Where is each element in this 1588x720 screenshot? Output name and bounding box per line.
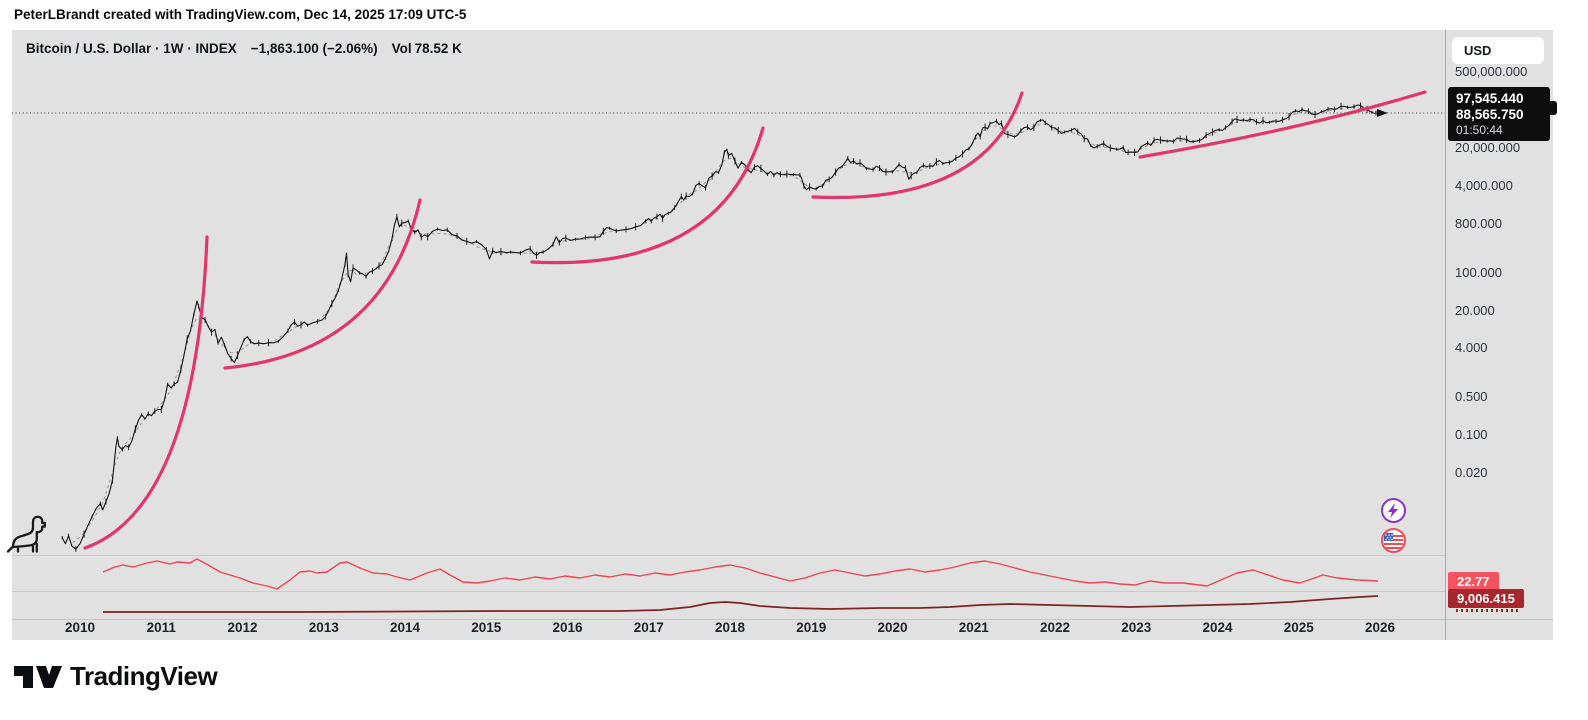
scale-tick-label: 20,000.000 — [1455, 140, 1521, 155]
year-label-2010: 2010 — [64, 620, 96, 635]
price-change: −1,863.100 (−2.06%) — [250, 41, 378, 56]
year-label-2012: 2012 — [227, 620, 258, 635]
scale-tick-label: 100.000 — [1455, 265, 1502, 280]
year-label-2024: 2024 — [1202, 620, 1233, 635]
scale-tick-label: 800.000 — [1455, 216, 1502, 231]
year-label-2019: 2019 — [796, 620, 827, 635]
scale-tick-label: 20.000 — [1455, 303, 1495, 318]
scale-tick-label: 0.020 — [1455, 465, 1488, 480]
year-label-2015: 2015 — [471, 620, 502, 635]
last-price-tag: 97,545.440 88,565.750 01:50:44 — [1448, 87, 1550, 141]
us-flag-button[interactable] — [1381, 528, 1406, 553]
year-label-2026: 2026 — [1364, 620, 1396, 635]
year-label-2020: 2020 — [877, 620, 908, 635]
year-label-2021: 2021 — [958, 620, 989, 635]
year-label-2016: 2016 — [552, 620, 583, 635]
year-label-2017: 2017 — [633, 620, 664, 635]
volume-label: Vol — [391, 41, 412, 56]
year-label-2022: 2022 — [1039, 620, 1071, 635]
metric-value-tag: 9,006.415 — [1448, 589, 1524, 608]
price-tag-last: 88,565.750 — [1456, 107, 1524, 122]
price-tag-countdown: 01:50:44 — [1456, 123, 1503, 137]
year-label-2025: 2025 — [1283, 620, 1314, 635]
scale-tick-label: 0.100 — [1455, 427, 1488, 442]
us-flag-icon — [1384, 533, 1403, 549]
oscillator-value-tag: 22.77 — [1448, 572, 1499, 591]
lightning-bolt-icon — [1388, 503, 1398, 518]
clipped-scale-label-artifact — [1456, 609, 1518, 612]
year-label-2023: 2023 — [1121, 620, 1152, 635]
price-tag-high: 97,545.440 — [1456, 91, 1524, 106]
currency-usd-button[interactable]: USD — [1452, 37, 1544, 64]
scale-tick-label: 0.500 — [1455, 389, 1488, 404]
brand-logo[interactable]: TradingView — [14, 661, 218, 692]
scale-tick-label: 4,000.000 — [1455, 178, 1513, 193]
scale-tick-label: 4.000 — [1455, 340, 1488, 355]
brand-name: TradingView — [70, 661, 218, 691]
price-tag-notch — [1549, 101, 1557, 115]
chart-legend: Bitcoin / U.S. Dollar · 1W · INDEX −1,86… — [26, 41, 462, 56]
volume-value: 78.52 K — [414, 41, 462, 56]
tradingview-mark-icon — [14, 665, 62, 688]
year-label-2018: 2018 — [714, 620, 746, 635]
idea-button[interactable] — [1381, 498, 1406, 523]
chart-area[interactable] — [12, 30, 1553, 640]
scale-tick-label: 500,000.000 — [1455, 64, 1528, 79]
symbol-title[interactable]: Bitcoin / U.S. Dollar · 1W · INDEX — [26, 41, 237, 56]
watermark-text: PeterLBrandt created with TradingView.co… — [14, 7, 467, 22]
year-label-2011: 2011 — [146, 620, 176, 635]
year-label-2014: 2014 — [389, 620, 421, 635]
year-label-2013: 2013 — [308, 620, 339, 635]
